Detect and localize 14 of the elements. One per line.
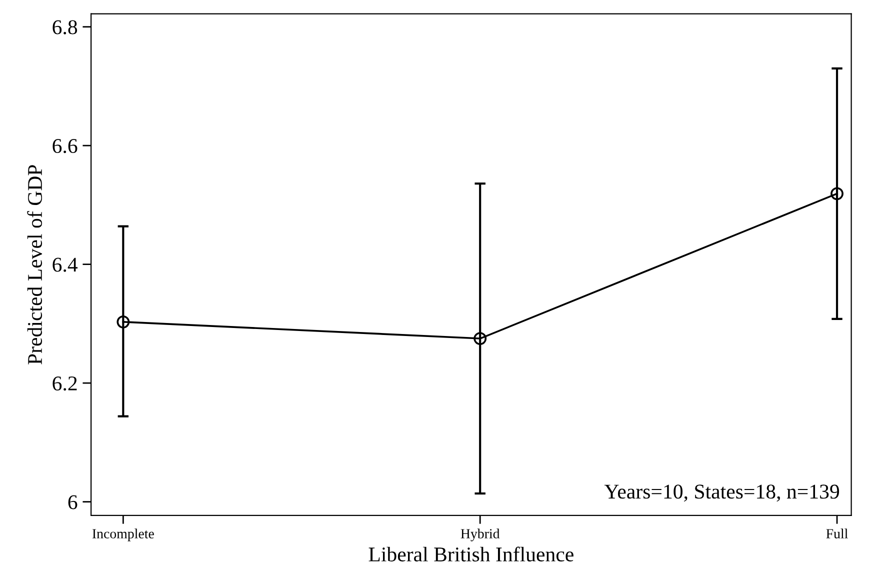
y-tick-label: 6.8 [52, 20, 78, 34]
point [474, 332, 487, 345]
y-tick-label: 6 [68, 495, 78, 510]
y-tick-label: 6.6 [52, 139, 78, 154]
y-tick-label: 6.2 [52, 376, 77, 391]
x-tick-label: Full [826, 528, 848, 538]
y-tick-label: 6.4 [52, 258, 78, 272]
x-axis-title: Liberal British Influence [368, 546, 574, 562]
y-axis-title: Predicted Level of GDP [27, 165, 42, 364]
point [116, 315, 130, 328]
annotation: Years=10, States=18, n=139 [604, 484, 840, 502]
point [830, 187, 844, 200]
x-tick-label: Incomplete [92, 528, 154, 542]
x-tick-label: Hybrid [460, 528, 500, 542]
